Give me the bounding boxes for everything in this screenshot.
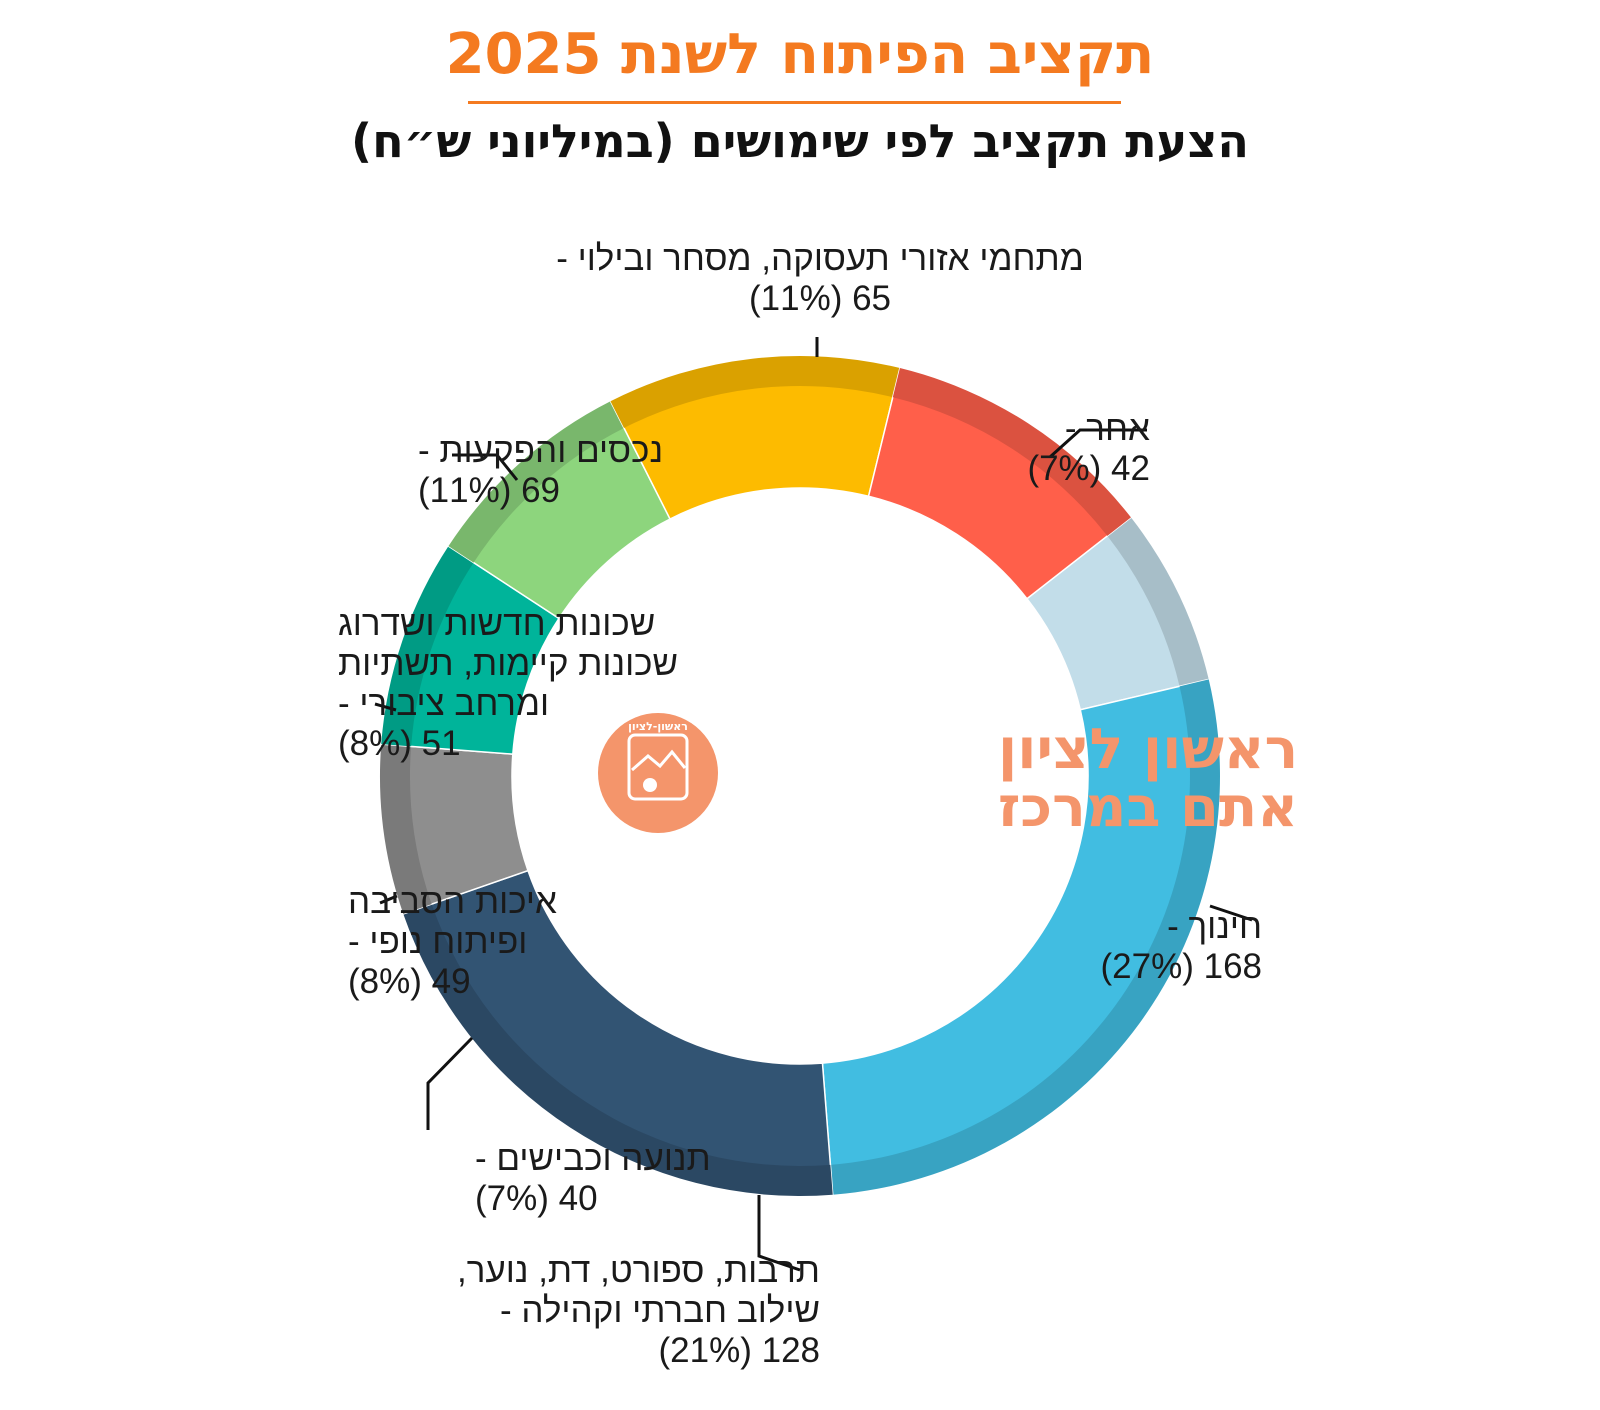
slice-label-line: שכונות חדשות ושדרוג (338, 604, 655, 643)
slice-label-line: (8%) 51 (338, 724, 461, 763)
slice-label-7: נכסים והפקעות -(11%) 69 (418, 431, 663, 510)
emblem-shield-icon (627, 733, 689, 801)
leader-line-5 (379, 894, 398, 905)
slice-label-line: (21%) 128 (659, 1331, 820, 1370)
slice-labels: אחר -(7%) 42 חינוך -(27%) 168 תרבות, ספורט… (338, 239, 1262, 1370)
slice-label-2: חינוך -(27%) 168 (1101, 907, 1262, 986)
slice-label-line: (11%) 69 (418, 471, 560, 510)
slice-rim-4 (380, 744, 432, 914)
leader-line-1 (1048, 428, 1147, 459)
slice-rim-3 (403, 904, 833, 1197)
leader-line-2 (1209, 904, 1253, 922)
slice-label-5: איכות הסביבה ופיתוח נופי -(8%) 49 (348, 882, 557, 1001)
slice-label-line: (7%) 40 (475, 1179, 598, 1218)
logo-line-1: ראשון לציון (998, 717, 1298, 782)
slice-label-line: מתחמי אזורי תעסוקה, מסחר ובילוי - (556, 239, 1084, 278)
leader-line-4 (426, 1036, 474, 1130)
slice-rim-6 (448, 401, 625, 563)
slice-label-line: חינוך - (1167, 907, 1262, 946)
slice-label-8: מתחמי אזורי תעסוקה, מסחר ובילוי -(11%) 6… (556, 239, 1084, 318)
slice-label-1: אחר -(7%) 42 (1027, 409, 1150, 488)
title-underline (468, 101, 1121, 104)
leader-lines (374, 337, 1253, 1272)
slice-label-line: תרבות, ספורט, דת, נוער, (457, 1251, 820, 1290)
slice-label-line: אחר - (1065, 409, 1150, 448)
leader-line-3 (757, 1195, 801, 1272)
slice-label-line: איכות הסביבה (348, 882, 557, 921)
slice-rim-7 (610, 356, 900, 428)
leader-line-7 (452, 453, 519, 481)
emblem-grapes-icon (643, 778, 657, 792)
slice-label-3: תרבות, ספורט, דת, נוער, שילוב חברתי וקהיל… (457, 1251, 820, 1370)
slice-label-line: ומרחב ציבורי - (338, 684, 549, 723)
slice-label-line: נכסים והפקעות - (418, 431, 663, 470)
slice-label-6: שכונות חדשות ושדרוג שכונות קיימות, תשתיות… (338, 604, 678, 763)
donut-slices (379, 355, 1221, 1197)
emblem-landscape-icon (631, 749, 687, 772)
chart-title: תקציב הפיתוח לשנת 2025 (445, 22, 1155, 87)
slice-label-line: שילוב חברתי וקהילה - (500, 1291, 820, 1330)
leader-line-6 (374, 702, 397, 712)
slice-label-4: תנועה וכבישים -(7%) 40 (475, 1139, 711, 1218)
slice-rim-5 (381, 546, 474, 747)
logo-line-2: אתם במרכז (998, 775, 1298, 840)
slice-label-line: (7%) 42 (1027, 449, 1150, 488)
chart-subtitle: הצעת תקציב לפי שימושים (במיליוני ש״ח) (351, 114, 1249, 168)
slice-label-line: ופיתוח נופי - (348, 922, 527, 961)
slice-label-line: (11%) 65 (749, 279, 891, 318)
slice-label-line: תנועה וכבישים - (475, 1139, 711, 1178)
slice-label-line: שכונות קיימות, תשתיות (338, 644, 678, 683)
slice-label-line: (8%) 49 (348, 962, 471, 1001)
slice-label-line: (27%) 168 (1101, 947, 1262, 986)
city-logo: ראשון-לציון ראשון לציון אתם במרכז (598, 713, 1298, 840)
emblem-text: ראשון-לציון (628, 720, 688, 733)
slice-rim-1 (1107, 517, 1209, 687)
slice-rim-8 (892, 368, 1131, 536)
